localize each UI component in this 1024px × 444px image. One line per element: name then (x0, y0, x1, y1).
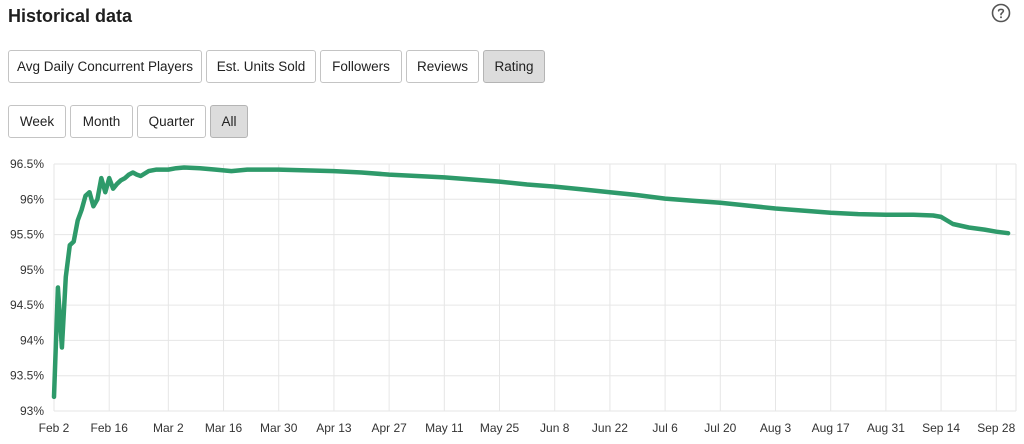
y-tick-label: 93.5% (10, 369, 44, 383)
x-tick-label: Aug 31 (867, 421, 905, 435)
x-tick-label: May 25 (480, 421, 520, 435)
range-month-button[interactable]: Month (70, 105, 133, 138)
x-tick-label: Jul 20 (704, 421, 736, 435)
rating-series-line (51, 165, 1011, 400)
range-week-button[interactable]: Week (8, 105, 66, 138)
page-title: Historical data (8, 6, 133, 26)
x-tick-label: May 11 (425, 421, 464, 435)
help-circle-icon[interactable] (991, 3, 1011, 23)
x-tick-label: Apr 27 (371, 421, 407, 435)
x-tick-label: Jun 22 (592, 421, 628, 435)
x-tick-label: Jul 6 (652, 421, 678, 435)
x-tick-label: Aug 17 (812, 421, 850, 435)
x-tick-label: Sep 14 (922, 421, 960, 435)
tab-rating[interactable]: Rating (483, 50, 545, 83)
tab-est-units-sold[interactable]: Est. Units Sold (206, 50, 316, 83)
y-tick-label: 96.5% (10, 157, 44, 171)
x-tick-label: Apr 13 (316, 421, 352, 435)
x-tick-label: Feb 2 (39, 421, 70, 435)
x-tick-label: Feb 16 (91, 421, 129, 435)
range-quarter-button[interactable]: Quarter (137, 105, 206, 138)
x-tick-label: Sep 28 (977, 421, 1015, 435)
x-tick-label: Mar 2 (153, 421, 184, 435)
y-tick-label: 95% (20, 263, 44, 277)
y-tick-label: 95.5% (10, 228, 44, 242)
y-tick-label: 94% (20, 333, 44, 347)
y-tick-label: 93% (20, 404, 44, 418)
x-tick-label: Jun 8 (540, 421, 570, 435)
tab-followers[interactable]: Followers (320, 50, 402, 83)
rating-line-chart: 93% 93.5% 94% 94.5% 95% 95.5% 96% 96.5% Feb 2 Feb… (10, 157, 1017, 435)
tab-avg-daily-concurrent-players[interactable]: Avg Daily Concurrent Players (8, 50, 202, 83)
y-tick-label: 94.5% (10, 298, 44, 312)
x-tick-label: Mar 16 (205, 421, 243, 435)
range-all-button[interactable]: All (210, 105, 248, 138)
x-tick-label: Aug 3 (760, 421, 792, 435)
metric-tab-group: Avg Daily Concurrent Players Est. Units … (8, 50, 545, 83)
range-tab-group: Week Month Quarter All (8, 105, 248, 138)
x-tick-label: Mar 30 (260, 421, 298, 435)
tab-reviews[interactable]: Reviews (406, 50, 479, 83)
y-tick-label: 96% (20, 192, 44, 206)
